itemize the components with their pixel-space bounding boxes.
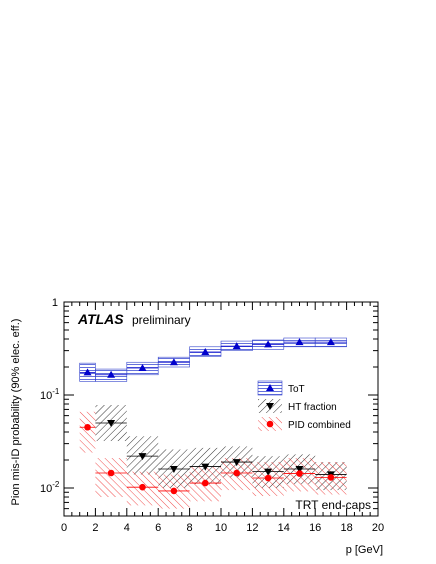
pid-combined-legend-label: PID combined [288, 420, 351, 431]
x-tick-label: 8 [187, 522, 193, 534]
tot-marker [107, 370, 116, 378]
region-label: TRT end-caps [295, 498, 371, 512]
tot-marker [138, 364, 147, 372]
x-tick-label: 18 [340, 522, 352, 534]
pid-combined-marker [264, 474, 272, 482]
ht-fraction-marker [232, 459, 241, 467]
x-tick-label: 12 [246, 522, 258, 534]
x-tick-label: 0 [61, 522, 67, 534]
ht-fraction-marker [264, 468, 273, 476]
pid-combined-band [79, 411, 96, 453]
tot-marker [264, 340, 273, 348]
tot-marker [83, 368, 92, 376]
x-tick-label: 10 [215, 522, 227, 534]
pid-combined-marker [233, 469, 240, 477]
y-tick-label: 1 [52, 297, 58, 309]
ht-fraction-marker [107, 419, 116, 427]
tot-marker [232, 342, 241, 350]
ht-fraction-marker [138, 453, 147, 461]
x-axis: 0 2 4 6 8 10 12 14 16 18 20 [61, 302, 384, 534]
tot-marker [295, 338, 304, 346]
pid-combined-marker [296, 470, 303, 477]
ht-fraction-legend-marker [266, 403, 274, 410]
ht-fraction-marker [295, 466, 304, 474]
x-tick-label: 6 [155, 522, 161, 534]
ht-fraction-marker [169, 466, 178, 474]
tot-marker [326, 338, 335, 346]
y-tick-label: 10-1 [40, 387, 60, 402]
y-tick-label: 10-2 [40, 480, 60, 495]
pid-combined-marker [202, 479, 209, 487]
x-tick-label: 2 [92, 522, 98, 534]
x-tick-label: 20 [372, 522, 384, 534]
pid-combined-marker [107, 469, 115, 477]
atlas-sublabel: preliminary [132, 313, 191, 327]
pid-combined-marker [327, 474, 335, 481]
x-tick-label: 14 [278, 522, 290, 534]
tot-legend-label: ToT [288, 384, 305, 395]
atlas-label: ATLAS [77, 311, 124, 327]
ht-fraction-marker [201, 463, 210, 471]
pid-combined-legend-marker [266, 420, 274, 428]
tot-marker [201, 347, 210, 355]
pid-combined-marker [139, 483, 146, 491]
tot-legend-marker [266, 384, 274, 391]
x-tick-label: 16 [309, 522, 321, 534]
x-axis-label: p [GeV] [346, 544, 383, 556]
pid-combined-marker [84, 423, 91, 431]
pid-combined-band [95, 458, 127, 498]
tot-marker [169, 358, 178, 366]
legend: ToT HT fraction PID combined [257, 380, 351, 431]
x-tick-label: 4 [124, 522, 130, 534]
data-markers [79, 338, 347, 495]
pid-combined-marker [170, 487, 178, 495]
ht-fraction-legend-label: HT fraction [288, 402, 337, 413]
y-axis-label: Pion mis-ID probability (90% elec. eff.) [10, 319, 22, 506]
